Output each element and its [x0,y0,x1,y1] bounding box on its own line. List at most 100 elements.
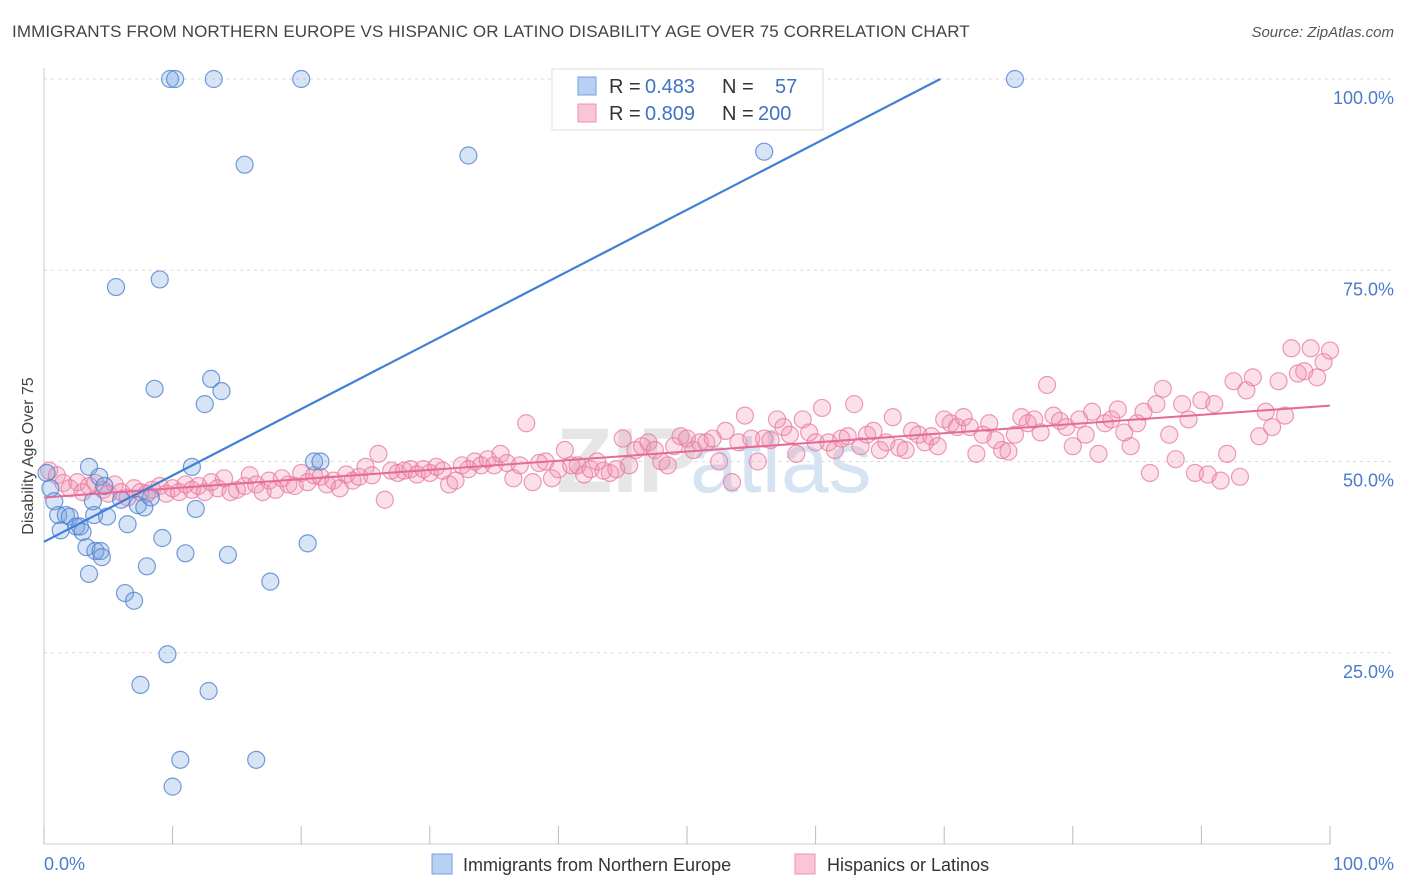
northern-europe-point-52 [298,534,317,553]
hispanics-point-166 [1108,400,1127,419]
hispanics-point-174 [1160,425,1179,444]
northern-europe-point-46 [212,382,231,401]
trend-line-hispanics [43,404,1331,499]
hispanics-point-172 [1147,395,1166,414]
correlation-legend: R = 0.483 N = 57 R = 0.809 N = 200 [551,68,824,131]
northern-europe-point-20 [97,507,117,526]
x-axis-ticks [43,826,1331,844]
hispanics-point-128 [864,421,883,440]
legend-n-value-pink: 200 [758,103,791,125]
northern-europe-point-24 [118,515,137,534]
hispanics-point-191 [1269,372,1288,391]
northern-europe-point-49 [247,750,266,769]
hispanics-point-161 [1076,425,1095,444]
northern-europe-point-25 [124,591,144,610]
hispanics-point-111 [755,429,774,448]
hispanics-point-90 [620,456,639,475]
hispanics-point-147 [986,430,1005,450]
northern-europe-point-39 [176,544,195,563]
hispanics-point-175 [1166,450,1185,469]
hispanics-point-192 [1275,406,1295,425]
hispanics-point-187 [1243,368,1262,387]
y-axis-tick-labels: 25.0% 50.0% 75.0% 100.0% [1333,88,1394,682]
hispanics-point-155 [1037,375,1057,395]
y-tick-label-25: 25.0% [1343,662,1394,682]
hispanics-point-193 [1282,339,1301,358]
hispanics-point-154 [1031,423,1050,442]
hispanics-point-177 [1179,410,1198,429]
legend-r-value-pink: 0.809 [645,103,695,125]
northern-europe-point-27 [131,675,150,694]
y-axis-label: Disability Age Over 75 [20,377,37,535]
hispanics-point-138 [928,437,947,456]
hispanics-point-51 [369,444,388,463]
hispanics-point-104 [710,452,729,471]
northern-europe-point-45 [204,69,223,89]
hispanics-point-74 [517,414,536,433]
northern-europe-point-36 [163,777,182,796]
hispanics-point-106 [722,473,742,492]
series-legend: Immigrants from Northern Europe Hispanic… [431,853,989,875]
northern-europe-point-19 [95,476,114,496]
y-tick-label-50: 50.0% [1343,471,1394,491]
hispanics-point-165 [1102,410,1121,429]
hispanics-point-108 [735,406,754,425]
legend-swatch-pink [577,103,597,123]
hispanics-point-115 [780,425,799,444]
hispanics-point-131 [883,408,902,427]
northern-europe-point-3 [49,505,68,525]
series-northern-europe-points [37,69,1025,796]
hispanics-point-163 [1089,444,1108,463]
hispanics-point-149 [999,442,1018,461]
hispanics-point-31 [240,466,259,485]
hispanics-point-185 [1230,467,1250,486]
hispanics-point-133 [896,440,915,460]
hispanics-point-4 [68,473,87,492]
hispanics-point-188 [1250,427,1269,446]
hispanics-point-125 [845,395,864,414]
northern-europe-point-28 [135,498,154,517]
legend-r-label-blue: R = [609,76,641,98]
hispanics-point-196 [1301,339,1320,358]
hispanics-point-120 [812,398,832,418]
northern-europe-point-43 [199,681,218,701]
x-tick-label-100: 100.0% [1333,854,1394,874]
northern-europe-point-0 [37,463,56,483]
hispanics-point-162 [1082,402,1102,421]
northern-europe-point-32 [150,270,169,289]
legend-box [551,68,824,131]
bottom-legend-swatch-pink [794,853,816,875]
hispanics-point-189 [1256,402,1275,421]
hispanics-point-173 [1153,379,1172,398]
bottom-legend-swatch-blue [431,853,453,875]
northern-europe-point-31 [145,379,164,398]
hispanics-point-80 [555,440,574,460]
legend-n-value-blue: 57 [775,76,797,98]
hispanics-point-198 [1314,352,1333,372]
northern-europe-point-38 [171,750,190,769]
legend-r-value-blue: 0.483 [645,76,695,98]
northern-europe-point-51 [292,69,311,89]
hispanics-point-116 [787,444,806,463]
y-tick-label-100: 100.0% [1333,88,1394,108]
hispanics-point-159 [1063,437,1082,456]
northern-europe-point-29 [137,557,156,576]
hispanics-point-168 [1121,437,1140,456]
northern-europe-point-41 [186,499,205,519]
northern-europe-point-50 [261,572,280,591]
hispanics-point-183 [1218,444,1237,463]
hispanics-point-137 [922,427,941,446]
northern-europe-point-21 [106,277,126,297]
hispanics-point-197 [1308,368,1327,387]
northern-europe-point-33 [153,528,172,548]
legend-n-label-blue: N = [722,76,754,98]
hispanics-point-181 [1205,395,1224,414]
northern-europe-point-17 [91,541,110,561]
northern-europe-point-10 [77,538,96,557]
bottom-legend-label-pink: Hispanics or Latinos [827,855,989,875]
hispanics-point-142 [954,408,973,427]
hispanics-point-182 [1211,471,1230,490]
legend-swatch-blue [577,76,597,96]
northern-europe-point-57 [1005,69,1025,89]
